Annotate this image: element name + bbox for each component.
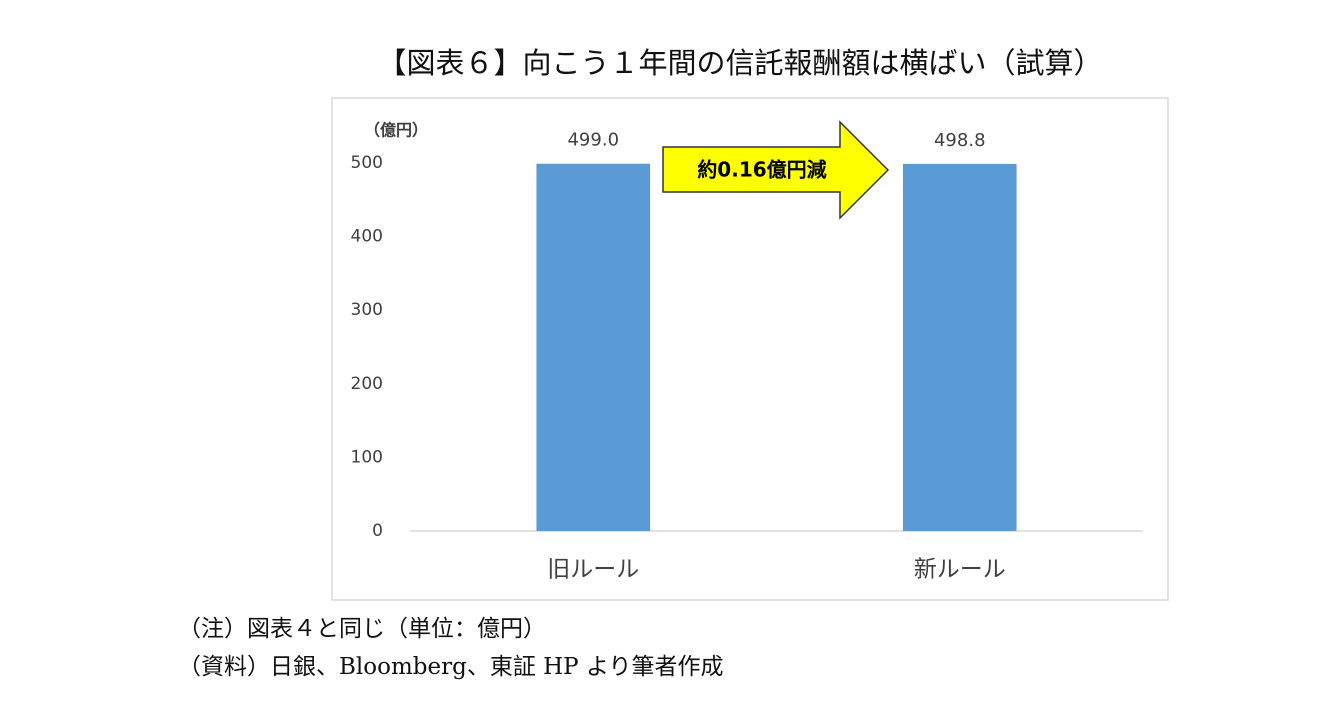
annotation-arrow	[662, 120, 890, 220]
value-label: 498.8	[934, 130, 986, 151]
chart-title: 【図表６】向こう１年間の信託報酬額は横ばい（試算）	[377, 46, 1102, 80]
source-note: （資料）日銀、Bloomberg、東証 HP より筆者作成	[178, 654, 724, 680]
y-tick-label: 0	[372, 521, 383, 541]
bar	[902, 163, 1017, 532]
value-label: 499.0	[567, 130, 619, 151]
y-tick-label: 200	[351, 374, 383, 394]
x-tick-label: 新ルール	[914, 557, 1006, 583]
y-tick-label: 400	[351, 227, 383, 247]
note: （注）図表４と同じ（単位：億円）	[178, 616, 546, 642]
y-tick-label: 100	[351, 447, 383, 467]
x-tick-label: 旧ルール	[547, 557, 639, 583]
y-unit-label: （億円）	[364, 121, 428, 140]
y-tick-label: 300	[351, 300, 383, 320]
annotation: 約0.16億円減	[697, 158, 826, 182]
y-tick-label: 500	[351, 153, 383, 173]
bar	[536, 163, 651, 531]
